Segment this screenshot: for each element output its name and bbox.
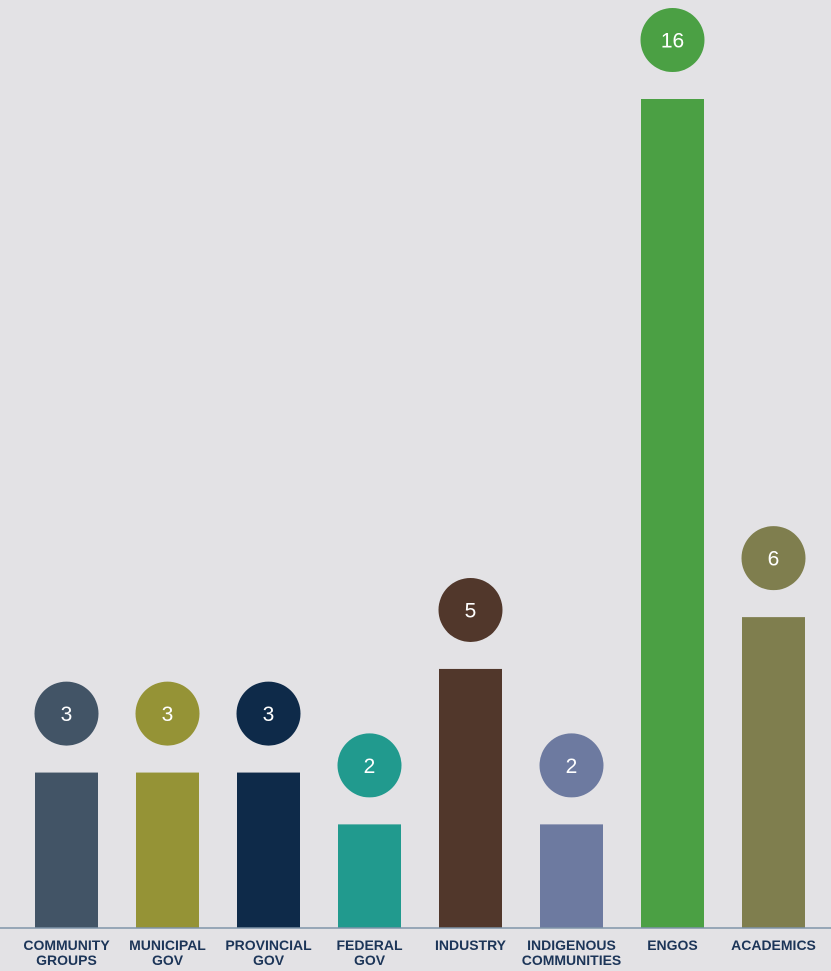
- category-label-0: COMMUNITY GROUPS: [23, 937, 110, 968]
- category-label-line: FEDERAL: [336, 937, 403, 953]
- category-label-line: PROVINCIAL: [225, 937, 312, 953]
- value-badge-2: [236, 681, 301, 746]
- value-label-6: 16: [661, 30, 684, 53]
- value-label-7: 6: [768, 548, 780, 571]
- category-label-line: INDUSTRY: [435, 937, 507, 953]
- value-badge-5: [539, 733, 604, 798]
- bar-6: [641, 99, 704, 928]
- value-badge-1: [135, 681, 200, 746]
- category-label-5: INDIGENOUS COMMUNITIES: [522, 937, 622, 968]
- bar-7: [742, 617, 805, 928]
- bars-layer: 3 3 3 2 5 2 16 6: [34, 8, 806, 928]
- value-badge-3: [337, 733, 402, 798]
- value-badge-0: [34, 681, 99, 746]
- category-label-line: ACADEMICS: [731, 937, 816, 953]
- bar-5: [540, 824, 603, 928]
- value-label-3: 2: [364, 755, 376, 778]
- category-label-line: GOV: [152, 952, 184, 968]
- category-label-4: INDUSTRY: [435, 937, 507, 953]
- category-label-line: MUNICIPAL: [129, 937, 206, 953]
- category-label-line: GOV: [253, 952, 285, 968]
- category-label-line: GROUPS: [36, 952, 97, 968]
- bar-1: [136, 772, 199, 928]
- value-badge-4: [438, 577, 503, 642]
- value-badge-6: [640, 8, 705, 72]
- value-badge-7: [741, 526, 806, 591]
- category-label-2: PROVINCIAL GOV: [225, 937, 312, 968]
- bar-2: [237, 772, 300, 928]
- bar-4: [439, 668, 502, 928]
- value-label-4: 5: [465, 599, 477, 622]
- value-label-0: 3: [61, 703, 73, 726]
- bar-3: [338, 824, 401, 928]
- category-label-1: MUNICIPAL GOV: [129, 937, 206, 968]
- category-label-line: ENGOS: [647, 937, 698, 953]
- bar-0: [35, 772, 98, 928]
- category-label-7: ACADEMICS: [731, 937, 816, 953]
- category-label-line: COMMUNITIES: [522, 952, 622, 968]
- value-label-2: 3: [263, 703, 275, 726]
- category-label-line: GOV: [354, 952, 386, 968]
- category-label-line: COMMUNITY: [23, 937, 110, 953]
- value-label-1: 3: [162, 703, 174, 726]
- value-label-5: 2: [566, 755, 578, 778]
- category-label-6: ENGOS: [647, 937, 698, 953]
- category-label-line: INDIGENOUS: [527, 937, 616, 953]
- category-label-3: FEDERAL GOV: [336, 937, 403, 968]
